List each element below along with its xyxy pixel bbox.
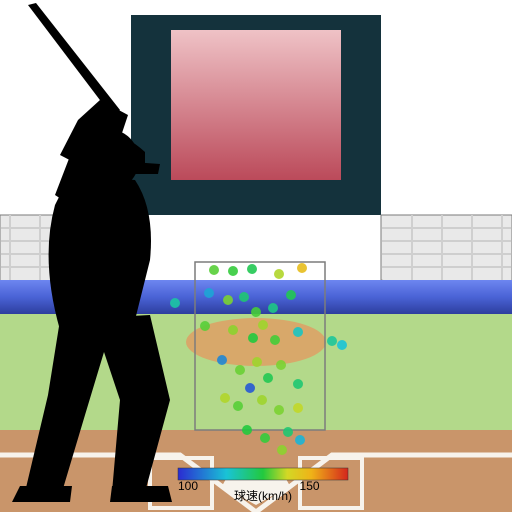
pitch-point	[327, 336, 337, 346]
pitch-point	[233, 401, 243, 411]
pitch-point	[297, 263, 307, 273]
pitch-point	[248, 333, 258, 343]
pitch-point	[228, 325, 238, 335]
pitch-point	[276, 360, 286, 370]
pitch-point	[268, 303, 278, 313]
scoreboard-screen	[171, 30, 341, 180]
legend-colorbar	[178, 468, 348, 480]
pitch-point	[242, 425, 252, 435]
pitch-point	[170, 298, 180, 308]
pitch-point	[283, 427, 293, 437]
pitch-point	[293, 327, 303, 337]
pitch-point	[220, 393, 230, 403]
pitch-point	[204, 288, 214, 298]
pitch-point	[257, 395, 267, 405]
legend-tick: 150	[300, 479, 320, 493]
pitch-point	[217, 355, 227, 365]
pitch-point	[245, 383, 255, 393]
pitch-point	[286, 290, 296, 300]
pitch-point	[277, 445, 287, 455]
pitch-point	[274, 405, 284, 415]
pitch-point	[260, 433, 270, 443]
pitch-point	[293, 379, 303, 389]
pitch-point	[295, 435, 305, 445]
pitch-point	[258, 320, 268, 330]
legend-label: 球速(km/h)	[234, 489, 292, 503]
pitch-point	[337, 340, 347, 350]
pitch-point	[200, 321, 210, 331]
pitch-point	[274, 269, 284, 279]
pitch-point	[239, 292, 249, 302]
legend-tick: 100	[178, 479, 198, 493]
pitch-point	[228, 266, 238, 276]
pitch-point	[223, 295, 233, 305]
pitch-point	[251, 307, 261, 317]
pitch-point	[263, 373, 273, 383]
pitch-point	[293, 403, 303, 413]
pitch-point	[235, 365, 245, 375]
pitch-point	[270, 335, 280, 345]
pitch-point	[247, 264, 257, 274]
pitch-point	[252, 357, 262, 367]
pitch-point	[209, 265, 219, 275]
